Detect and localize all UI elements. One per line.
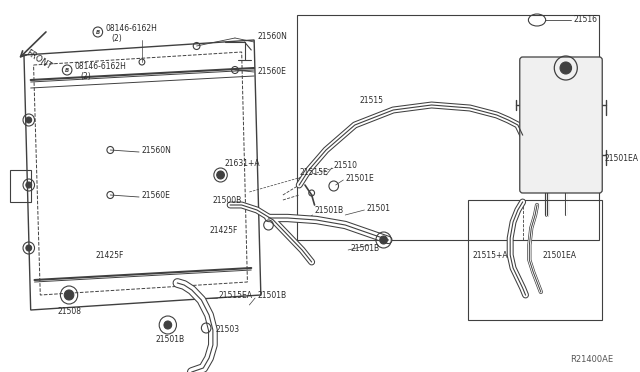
Text: 21501EA: 21501EA [543,250,577,260]
Text: 21503: 21503 [216,326,240,334]
Text: 21425F: 21425F [209,225,237,234]
Bar [468,200,602,320]
Text: 21516: 21516 [573,15,598,23]
Text: 21515EA: 21515EA [219,291,253,299]
Text: 21425F: 21425F [96,250,124,260]
Bar [10,170,31,202]
Text: R21400AE: R21400AE [571,356,614,365]
Text: 21515: 21515 [360,96,383,105]
Bar [298,15,600,240]
Text: 21631+A: 21631+A [225,158,260,167]
FancyBboxPatch shape [520,57,602,193]
Text: 21501B: 21501B [314,205,344,215]
Text: 21501: 21501 [366,203,390,212]
Text: FRONT: FRONT [24,48,53,71]
Circle shape [26,117,31,123]
Text: 08146-6162H: 08146-6162H [106,23,157,32]
Text: 21501B: 21501B [350,244,379,253]
Circle shape [26,245,31,251]
Circle shape [26,182,31,188]
Text: B: B [96,29,100,35]
Text: 21560E: 21560E [142,190,171,199]
Circle shape [380,236,387,244]
Text: 21501EA: 21501EA [604,154,638,163]
Text: 21500B: 21500B [213,196,242,205]
Circle shape [64,290,74,300]
Text: 21501B: 21501B [156,336,184,344]
Text: 21508: 21508 [58,308,81,317]
Text: 21560N: 21560N [142,145,172,154]
Text: 21515E: 21515E [300,167,328,176]
Text: 21501B: 21501B [257,291,286,299]
Text: 21560E: 21560E [257,67,286,76]
Text: (2): (2) [111,33,122,42]
Circle shape [164,321,172,329]
Text: 21501E: 21501E [345,173,374,183]
Text: (2): (2) [81,71,92,80]
Circle shape [217,171,225,179]
Text: 21560N: 21560N [257,32,287,41]
Circle shape [560,62,572,74]
Text: 21515+A: 21515+A [473,250,508,260]
Text: 21510: 21510 [333,160,358,170]
Text: 08146-6162H: 08146-6162H [75,61,127,71]
Text: B: B [65,67,69,73]
